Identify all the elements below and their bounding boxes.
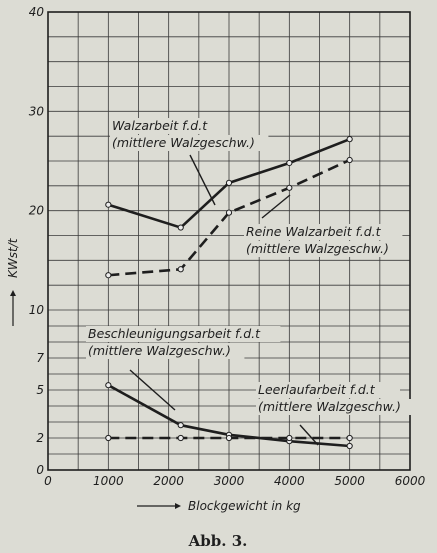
data-point-walzarbeit [225, 179, 233, 186]
series-lines [105, 136, 353, 450]
y-tick-label: 30 [29, 104, 45, 118]
tick-labels: 0 1000 2000 3000 4000 5000 6000 0 2 5 7 10 20 30 40 [29, 5, 426, 488]
data-point-reine-walzarbeit [286, 184, 293, 191]
annotation-leerlaufarbeit: Leerlaufarbeit f.d.t [258, 382, 376, 397]
y-tick-label: 7 [36, 351, 44, 365]
data-point-walzarbeit [177, 224, 184, 231]
y-tick-label: 5 [36, 383, 44, 397]
data-point-beschleunigungsarbeit [346, 442, 353, 450]
data-point-reine-walzarbeit [105, 272, 112, 279]
data-point-reine-walzarbeit [225, 209, 233, 216]
leader-line-walzarbeit [189, 154, 216, 206]
x-tick-label: 2000 [153, 474, 184, 488]
x-tick-label: 4000 [274, 474, 305, 488]
y-tick-label: 20 [29, 204, 45, 218]
x-tick-label: 3000 [214, 474, 245, 488]
y-axis-label: KWst/t [6, 237, 20, 278]
annotation-bg [110, 135, 269, 151]
x-axis-arrow-head [175, 503, 181, 509]
annotation-reine-walzarbeit: (mittlere Walzgeschw.) [246, 241, 389, 256]
y-tick-label: 40 [29, 5, 45, 19]
data-point-leerlaufarbeit [346, 434, 353, 442]
annotation-leerlaufarbeit: (mittlere Walzgeschw.) [258, 399, 401, 414]
leader-line-beschleunigungsarbeit [129, 369, 176, 411]
y-tick-label: 2 [36, 431, 44, 445]
data-point-reine-walzarbeit [346, 156, 353, 164]
x-tick-label: 6000 [395, 474, 426, 488]
data-point-beschleunigungsarbeit [105, 382, 112, 389]
x-axis-label: Blockgewicht in kg [188, 499, 301, 513]
data-point-beschleunigungsarbeit [177, 422, 184, 429]
annotation-bg [244, 241, 403, 257]
x-tick-label: 1000 [93, 474, 124, 488]
data-point-leerlaufarbeit [177, 434, 184, 442]
data-point-reine-walzarbeit [177, 266, 184, 273]
annotation-reine-walzarbeit: Reine Walzarbeit f.d.t [246, 224, 382, 239]
annotation-beschleunigungsarbeit: (mittlere Walzgeschw.) [88, 343, 231, 358]
annotation-walzarbeit: (mittlere Walzgeschw.) [112, 135, 255, 150]
leader-line-leerlaufarbeit [299, 424, 319, 446]
y-tick-label: 10 [29, 303, 45, 317]
plot-frame [47, 11, 411, 471]
data-point-walzarbeit [346, 136, 353, 143]
y-tick-label: 0 [36, 463, 44, 477]
data-point-leerlaufarbeit [225, 434, 233, 442]
data-point-leerlaufarbeit [286, 434, 293, 442]
data-point-walzarbeit [286, 159, 293, 167]
figure-caption: Abb. 3. [188, 532, 248, 550]
annotation-bg [86, 343, 245, 359]
annotation-bg [244, 224, 403, 240]
y-axis-label-group: KWst/t [6, 237, 20, 326]
y-axis-arrow-head [10, 290, 16, 296]
leader-line-reine-walzarbeit [261, 194, 291, 219]
x-axis-label-group: Blockgewicht in kg [137, 499, 301, 513]
annotation-leaders [129, 154, 319, 446]
annotation-beschleunigungsarbeit: Beschleunigungsarbeit f.d.t [88, 326, 261, 341]
annotation-bg [256, 399, 415, 415]
annotations: Walzarbeit f.d.t (mittlere Walzgeschw.) Re… [86, 118, 415, 415]
x-tick-label: 0 [44, 474, 52, 488]
annotation-bg [110, 118, 226, 134]
data-point-walzarbeit [105, 201, 112, 208]
data-point-leerlaufarbeit [105, 434, 112, 442]
annotation-bg [86, 326, 281, 342]
annotation-walzarbeit: Walzarbeit f.d.t [112, 118, 208, 133]
annotation-bg [256, 382, 400, 398]
x-tick-label: 5000 [334, 474, 365, 488]
